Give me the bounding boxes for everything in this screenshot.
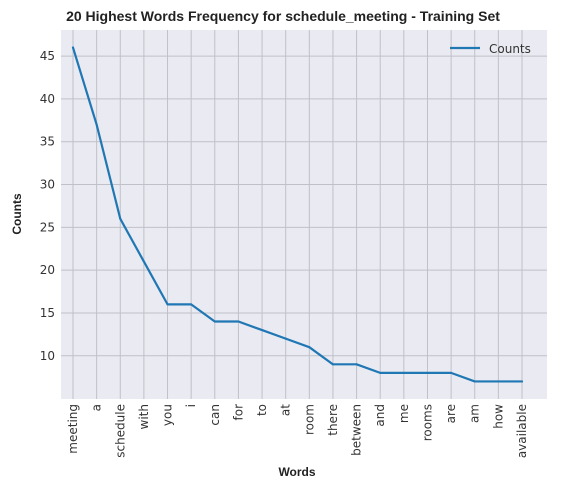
- x-tick-label: a: [90, 404, 104, 411]
- y-tick-label: 35: [40, 135, 55, 149]
- chart-title: 20 Highest Words Frequency for schedule_…: [66, 8, 500, 24]
- data-point: [426, 371, 429, 374]
- x-tick-label: you: [161, 404, 175, 426]
- y-tick-label: 15: [40, 306, 55, 320]
- legend-label: Counts: [489, 42, 531, 56]
- x-tick-label: to: [255, 404, 269, 416]
- data-point: [142, 260, 145, 263]
- counts-series-line: [71, 46, 524, 383]
- data-point: [497, 380, 500, 383]
- legend: Counts: [450, 42, 531, 56]
- x-tick-label: are: [444, 404, 458, 423]
- data-points: [72, 46, 523, 383]
- x-tick-label: how: [491, 404, 505, 429]
- data-point: [521, 380, 523, 383]
- y-tick-label: 20: [40, 263, 55, 277]
- x-tick-label: for: [231, 404, 245, 421]
- plot-area: [61, 30, 547, 399]
- x-tick-label: room: [302, 404, 316, 435]
- y-axis-label: Counts: [10, 193, 24, 235]
- x-tick-labels: meeting a schedule with you i can for to at room th…: [66, 404, 529, 458]
- y-tick-label: 40: [40, 92, 55, 106]
- x-tick-label: there: [326, 404, 340, 436]
- x-tick-label: schedule: [113, 404, 127, 458]
- y-tick-label: 45: [40, 49, 55, 63]
- data-point: [213, 320, 216, 323]
- data-point: [379, 371, 382, 374]
- x-tick-label: me: [397, 404, 411, 423]
- x-axis-label: Words: [278, 465, 315, 479]
- x-tick-label: rooms: [420, 404, 434, 441]
- data-point: [237, 320, 240, 323]
- x-tick-label: and: [373, 404, 387, 427]
- data-point: [72, 46, 74, 49]
- x-tick-label: can: [208, 404, 222, 426]
- y-tick-label: 30: [40, 178, 55, 192]
- data-point: [450, 371, 453, 374]
- y-gridlines: [61, 55, 547, 357]
- x-tick-label: meeting: [66, 404, 80, 454]
- x-tick-label: am: [468, 404, 482, 423]
- data-point: [261, 329, 264, 332]
- data-point: [473, 380, 476, 383]
- data-point: [331, 363, 334, 366]
- y-tick-labels: 10 15 20 25 30 35 40 45: [40, 49, 55, 363]
- y-tick-label: 10: [40, 349, 55, 363]
- x-tick-label: between: [350, 404, 364, 456]
- data-point: [119, 217, 122, 220]
- data-point: [355, 363, 358, 366]
- x-tick-label: with: [137, 404, 151, 429]
- x-tick-label: at: [279, 404, 293, 416]
- data-point: [308, 346, 311, 349]
- data-point: [95, 123, 98, 126]
- y-tick-label: 25: [40, 220, 55, 234]
- x-tick-label: available: [515, 404, 529, 458]
- data-point: [402, 371, 405, 374]
- data-point: [166, 303, 169, 306]
- x-tick-label: i: [184, 404, 198, 407]
- data-point: [284, 337, 287, 340]
- data-point: [190, 303, 193, 306]
